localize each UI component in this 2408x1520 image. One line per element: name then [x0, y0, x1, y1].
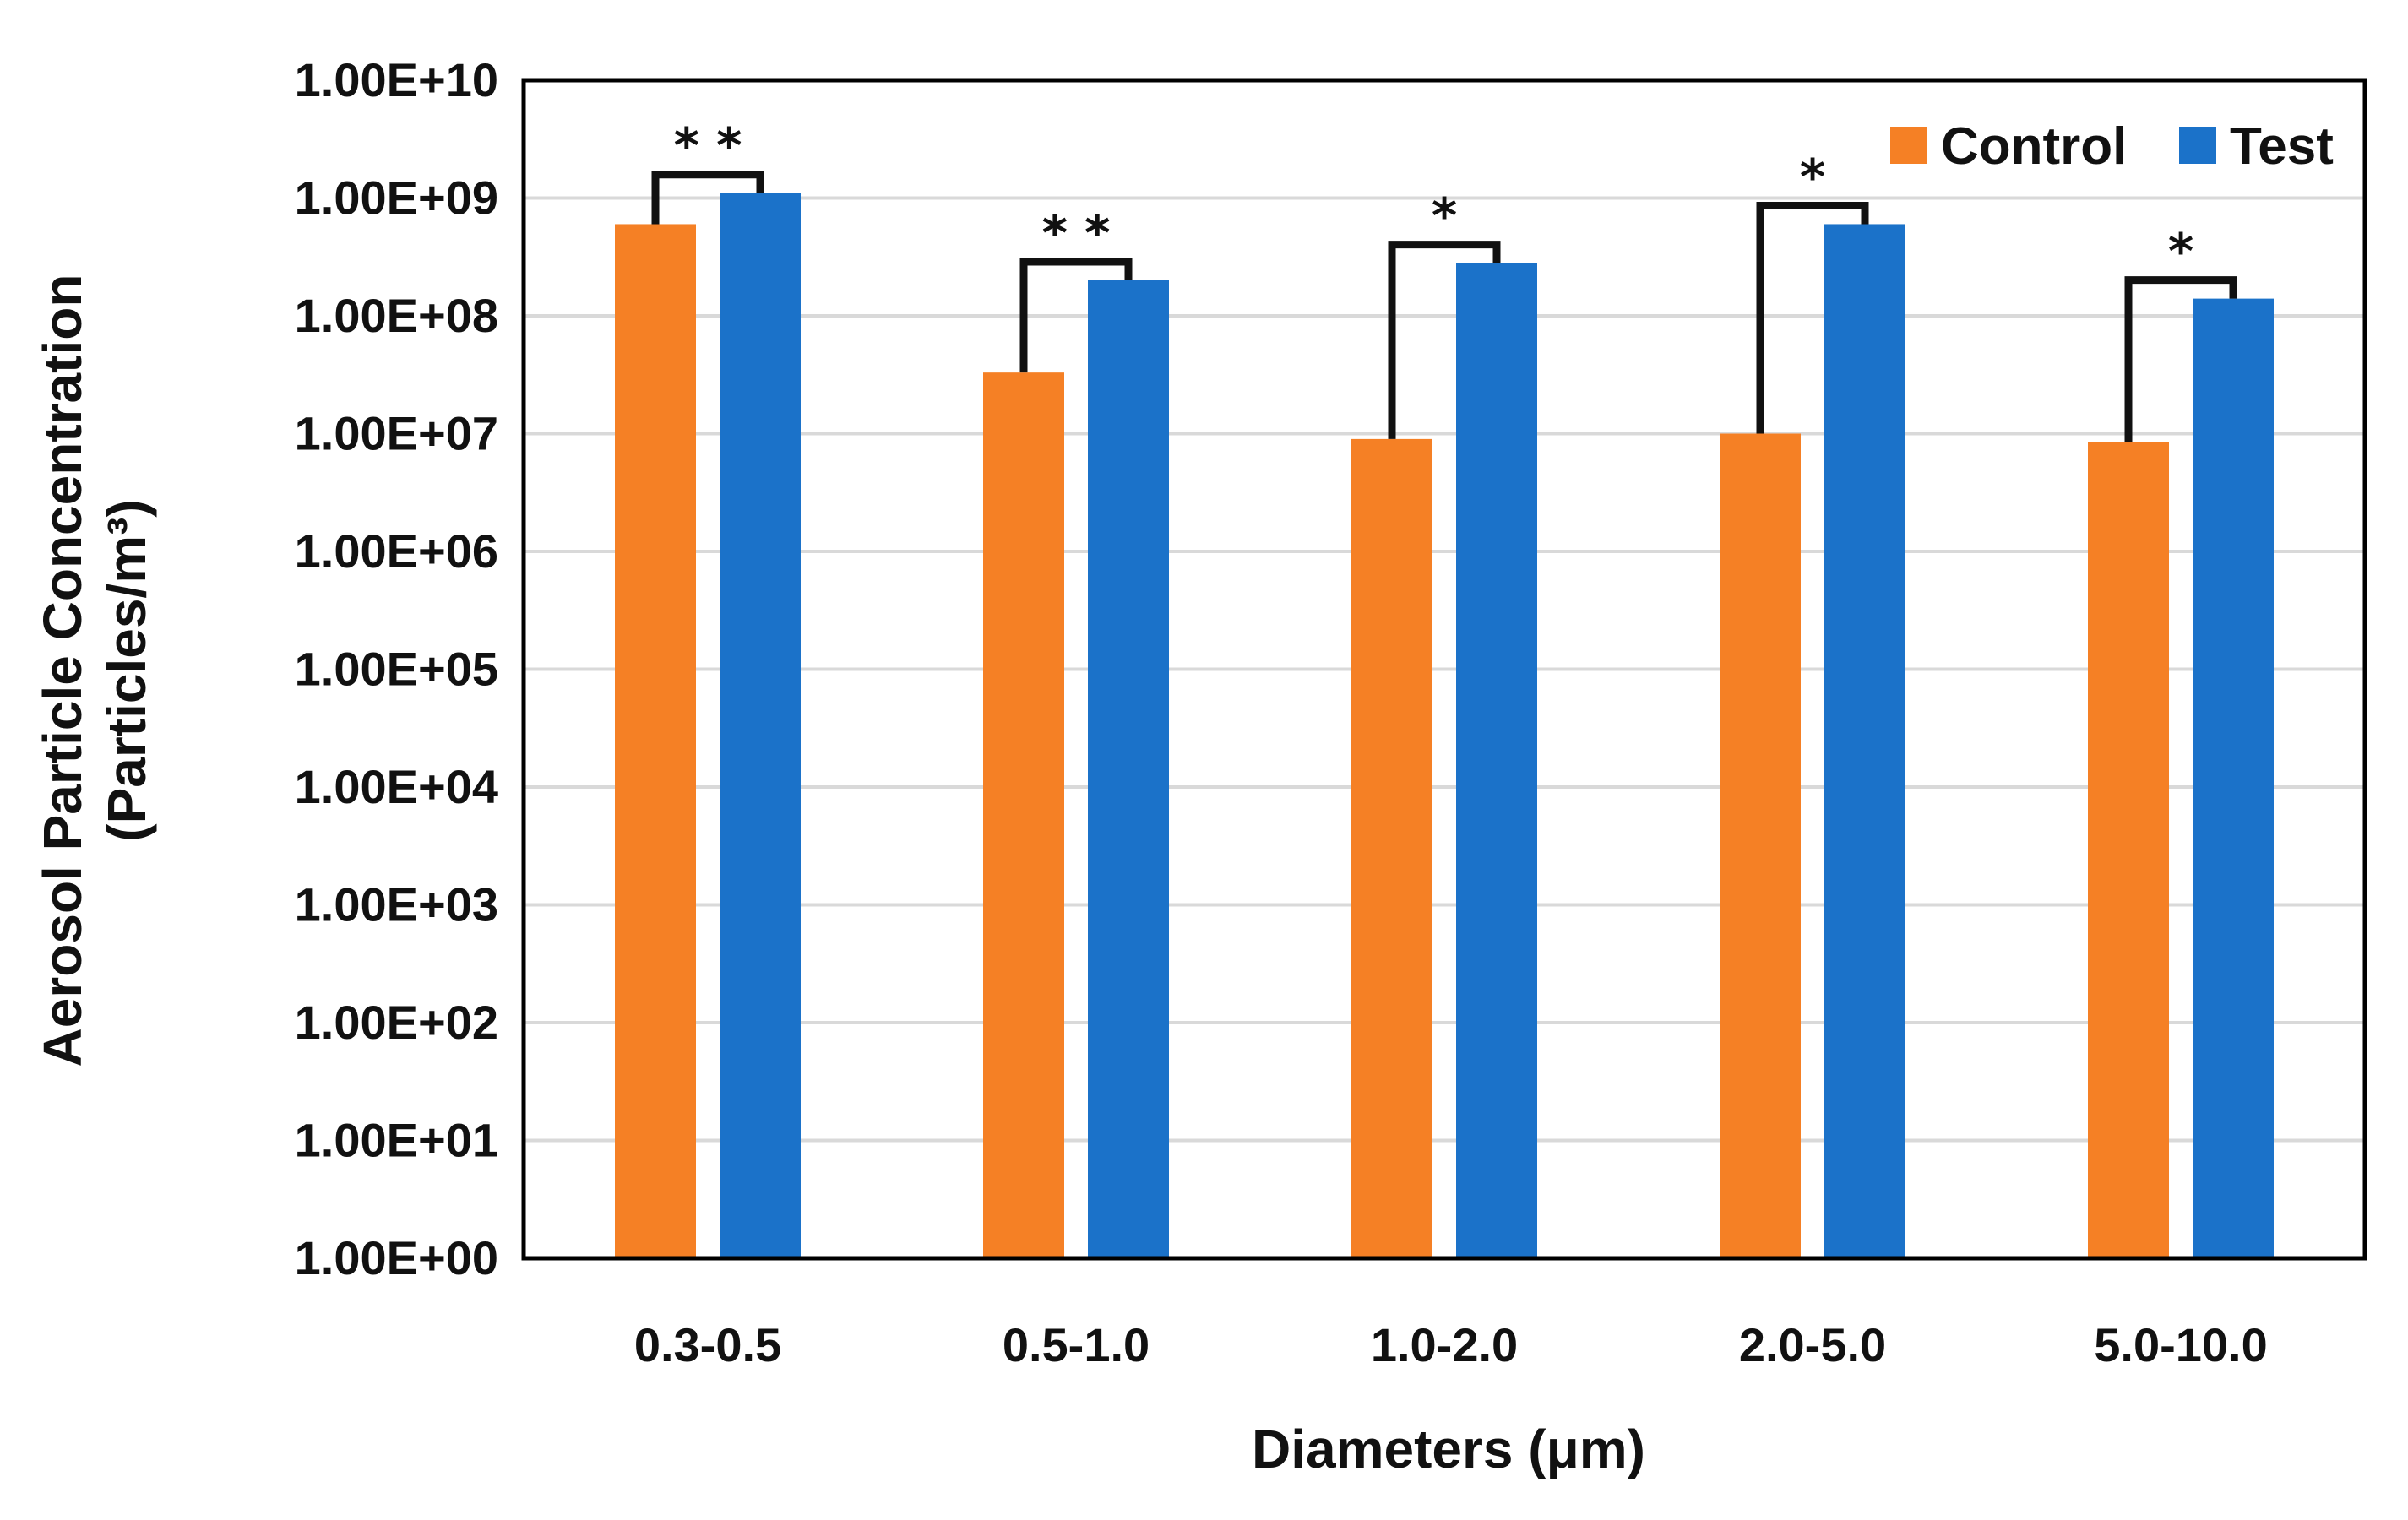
legend-swatch-control — [1890, 127, 1927, 164]
y-axis-title-line1: Aerosol Particle Concentration — [32, 274, 93, 1067]
axes — [521, 78, 2367, 1261]
legend-label-control: Control — [1941, 117, 2127, 176]
y-axis-title-line2: (Particles/m³) — [96, 499, 157, 841]
y-tick-label: 1.00E+06 — [295, 524, 498, 578]
y-tick-label: 1.00E+02 — [295, 996, 498, 1049]
significance-bracket-2-0-5-0 — [1756, 201, 1869, 434]
y-tick-label: 1.00E+04 — [295, 760, 498, 813]
bar-control-0-5-1-0 — [983, 372, 1064, 1259]
significance-label-2-0-5-0: * — [1800, 148, 1825, 205]
legend: Control Test — [1890, 117, 2334, 176]
significance-bracket-1-0-2-0 — [1388, 241, 1501, 439]
significance-label-0-5-1-0: * * — [1042, 204, 1111, 262]
bar-control-1-0-2-0 — [1351, 438, 1432, 1258]
significance-bracket-0-5-1-0 — [1019, 258, 1133, 373]
y-axis-title: Aerosol Particle Concentration (Particle… — [32, 274, 157, 1067]
bar-test-0-3-0-5 — [720, 193, 801, 1259]
bar-control-5-0-10-0 — [2088, 442, 2169, 1258]
y-tick-label: 1.00E+10 — [295, 53, 498, 106]
x-tick-label: 0.3-0.5 — [634, 1318, 781, 1371]
y-tick-label: 1.00E+03 — [295, 878, 498, 931]
bar-test-0-5-1-0 — [1088, 280, 1169, 1258]
significance-label-1-0-2-0: * — [1432, 187, 1457, 245]
bar-control-0-3-0-5 — [615, 224, 696, 1259]
grid-lines — [524, 196, 2365, 1143]
bar-control-2-0-5-0 — [1720, 433, 1801, 1258]
y-tick-label: 1.00E+00 — [295, 1231, 498, 1284]
x-tick-label: 2.0-5.0 — [1739, 1318, 1886, 1371]
x-axis-title: Diameters (μm) — [1252, 1419, 1645, 1479]
significance-brackets: * * * * * * * — [651, 117, 2237, 442]
legend-swatch-test — [2179, 127, 2216, 164]
significance-label-5-0-10-0: * — [2168, 223, 2193, 280]
bar-test-5-0-10-0 — [2193, 298, 2274, 1259]
x-tick-labels: 0.3-0.5 0.5-1.0 1.0-2.0 2.0-5.0 5.0-10.0 — [634, 1318, 2268, 1371]
y-tick-label: 1.00E+08 — [295, 289, 498, 342]
bar-test-2-0-5-0 — [1824, 224, 1905, 1259]
plot-frame — [521, 78, 2367, 1261]
y-tick-label: 1.00E+01 — [295, 1114, 498, 1167]
y-tick-label: 1.00E+09 — [295, 171, 498, 225]
bar-test-1-0-2-0 — [1456, 263, 1537, 1258]
y-tick-label: 1.00E+05 — [295, 643, 498, 696]
y-tick-labels: 1.00E+00 1.00E+01 1.00E+02 1.00E+03 1.00E+04… — [295, 53, 498, 1284]
y-tick-label: 1.00E+07 — [295, 407, 498, 460]
bars — [615, 193, 2274, 1259]
x-tick-label: 5.0-10.0 — [2094, 1318, 2268, 1371]
x-tick-label: 0.5-1.0 — [1003, 1318, 1150, 1371]
x-tick-label: 1.0-2.0 — [1371, 1318, 1518, 1371]
significance-bracket-0-3-0-5 — [651, 171, 764, 225]
legend-label-test: Test — [2230, 117, 2334, 176]
significance-label-0-3-0-5: * * — [674, 117, 742, 175]
significance-bracket-5-0-10-0 — [2124, 276, 2237, 442]
